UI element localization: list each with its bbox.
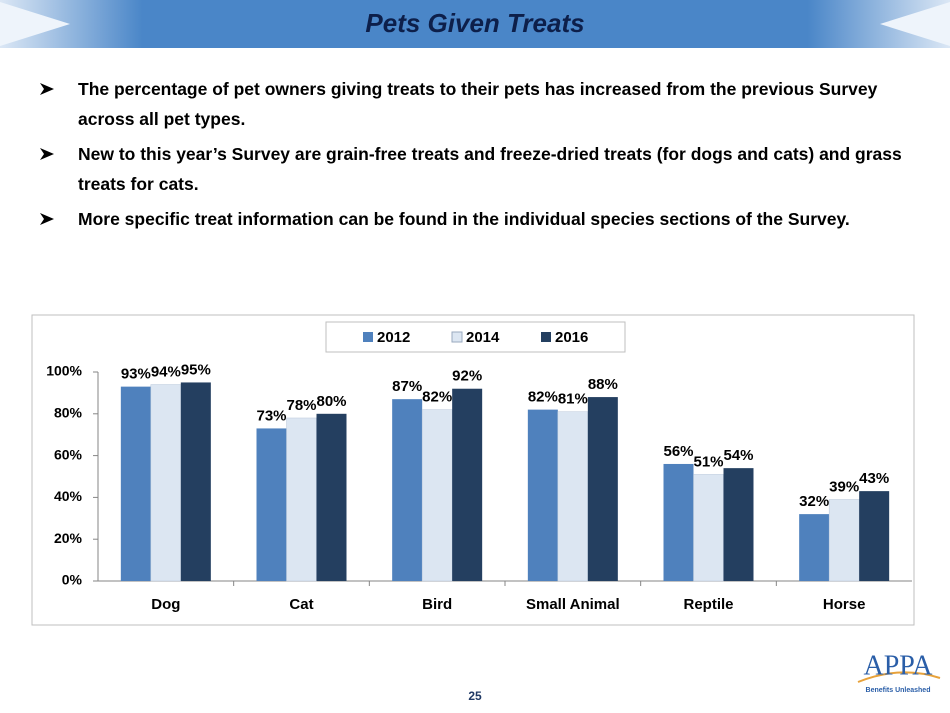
bar (663, 463, 694, 581)
bar (828, 499, 860, 582)
y-tick-label: 0% (62, 572, 83, 588)
y-tick-label: 80% (54, 405, 83, 421)
bullet-text: More specific treat information can be f… (78, 209, 850, 229)
page-number: 25 (468, 689, 482, 703)
x-tick-label: Small Animal (526, 596, 620, 613)
bar (557, 411, 589, 582)
bar (120, 386, 151, 581)
bar (316, 413, 347, 581)
bar (180, 382, 211, 581)
value-label: 56% (663, 443, 693, 460)
title-banner (0, 0, 950, 48)
x-tick-label: Cat (289, 596, 313, 613)
value-label: 43% (859, 470, 889, 487)
bar (256, 428, 287, 581)
y-tick-label: 20% (54, 530, 83, 546)
bullet: More specific treat information can be f… (40, 204, 920, 234)
x-tick-label: Horse (823, 596, 866, 613)
bar (527, 409, 558, 581)
value-label: 54% (723, 447, 753, 464)
slide-title: Pets Given Treats (365, 8, 584, 38)
logo-swoosh (857, 671, 941, 683)
value-label: 80% (316, 393, 346, 410)
value-label: 82% (528, 389, 558, 406)
bar (150, 384, 182, 582)
banner-arrow (0, 2, 70, 46)
value-label: 78% (286, 397, 316, 414)
x-tick-label: Bird (422, 596, 452, 613)
legend-box (325, 321, 626, 353)
bullet: New to this year’s Survey are grain-free… (40, 139, 920, 199)
value-label: 82% (422, 389, 452, 406)
bar (421, 409, 453, 582)
x-tick-label: Dog (151, 596, 180, 613)
bullet: The percentage of pet owners giving trea… (40, 74, 920, 134)
bar (392, 399, 423, 581)
legend-swatch (363, 332, 373, 342)
value-label: 39% (829, 478, 859, 495)
value-label: 88% (588, 376, 618, 393)
bullet-arrow (40, 83, 54, 95)
bullet-arrow (40, 213, 54, 225)
logo-tagline: Benefits Unleashed (866, 687, 931, 694)
bar (693, 474, 724, 582)
legend-label: 2014 (466, 329, 500, 346)
bar (859, 491, 890, 581)
bullet-list: The percentage of pet owners giving trea… (40, 74, 920, 239)
chart-frame (31, 314, 915, 626)
bar (587, 397, 618, 581)
value-label: 32% (799, 493, 829, 510)
value-label: 94% (151, 364, 181, 381)
x-tick-label: Reptile (683, 596, 733, 613)
value-label: 87% (392, 378, 422, 395)
legend-label: 2016 (555, 329, 588, 346)
legend-label: 2012 (377, 329, 410, 346)
y-tick-label: 100% (46, 363, 82, 379)
bullet-text: The percentage of pet owners giving trea… (78, 79, 878, 129)
value-label: 95% (181, 361, 211, 378)
logo-name: APPA (863, 650, 933, 681)
value-label: 81% (558, 391, 588, 408)
bar (452, 388, 483, 581)
y-tick-label: 40% (54, 488, 83, 504)
y-tick-label: 60% (54, 446, 83, 462)
bullet-text: New to this year’s Survey are grain-free… (78, 144, 902, 194)
legend-swatch (541, 332, 551, 342)
bar (723, 468, 754, 581)
value-label: 93% (121, 366, 151, 383)
bar (799, 514, 830, 581)
bar (286, 417, 317, 582)
value-label: 51% (693, 453, 723, 470)
bullet-arrow (40, 148, 54, 160)
legend-swatch (451, 331, 463, 343)
value-label: 92% (452, 368, 482, 385)
banner-arrow (880, 2, 950, 46)
value-label: 73% (256, 407, 286, 424)
